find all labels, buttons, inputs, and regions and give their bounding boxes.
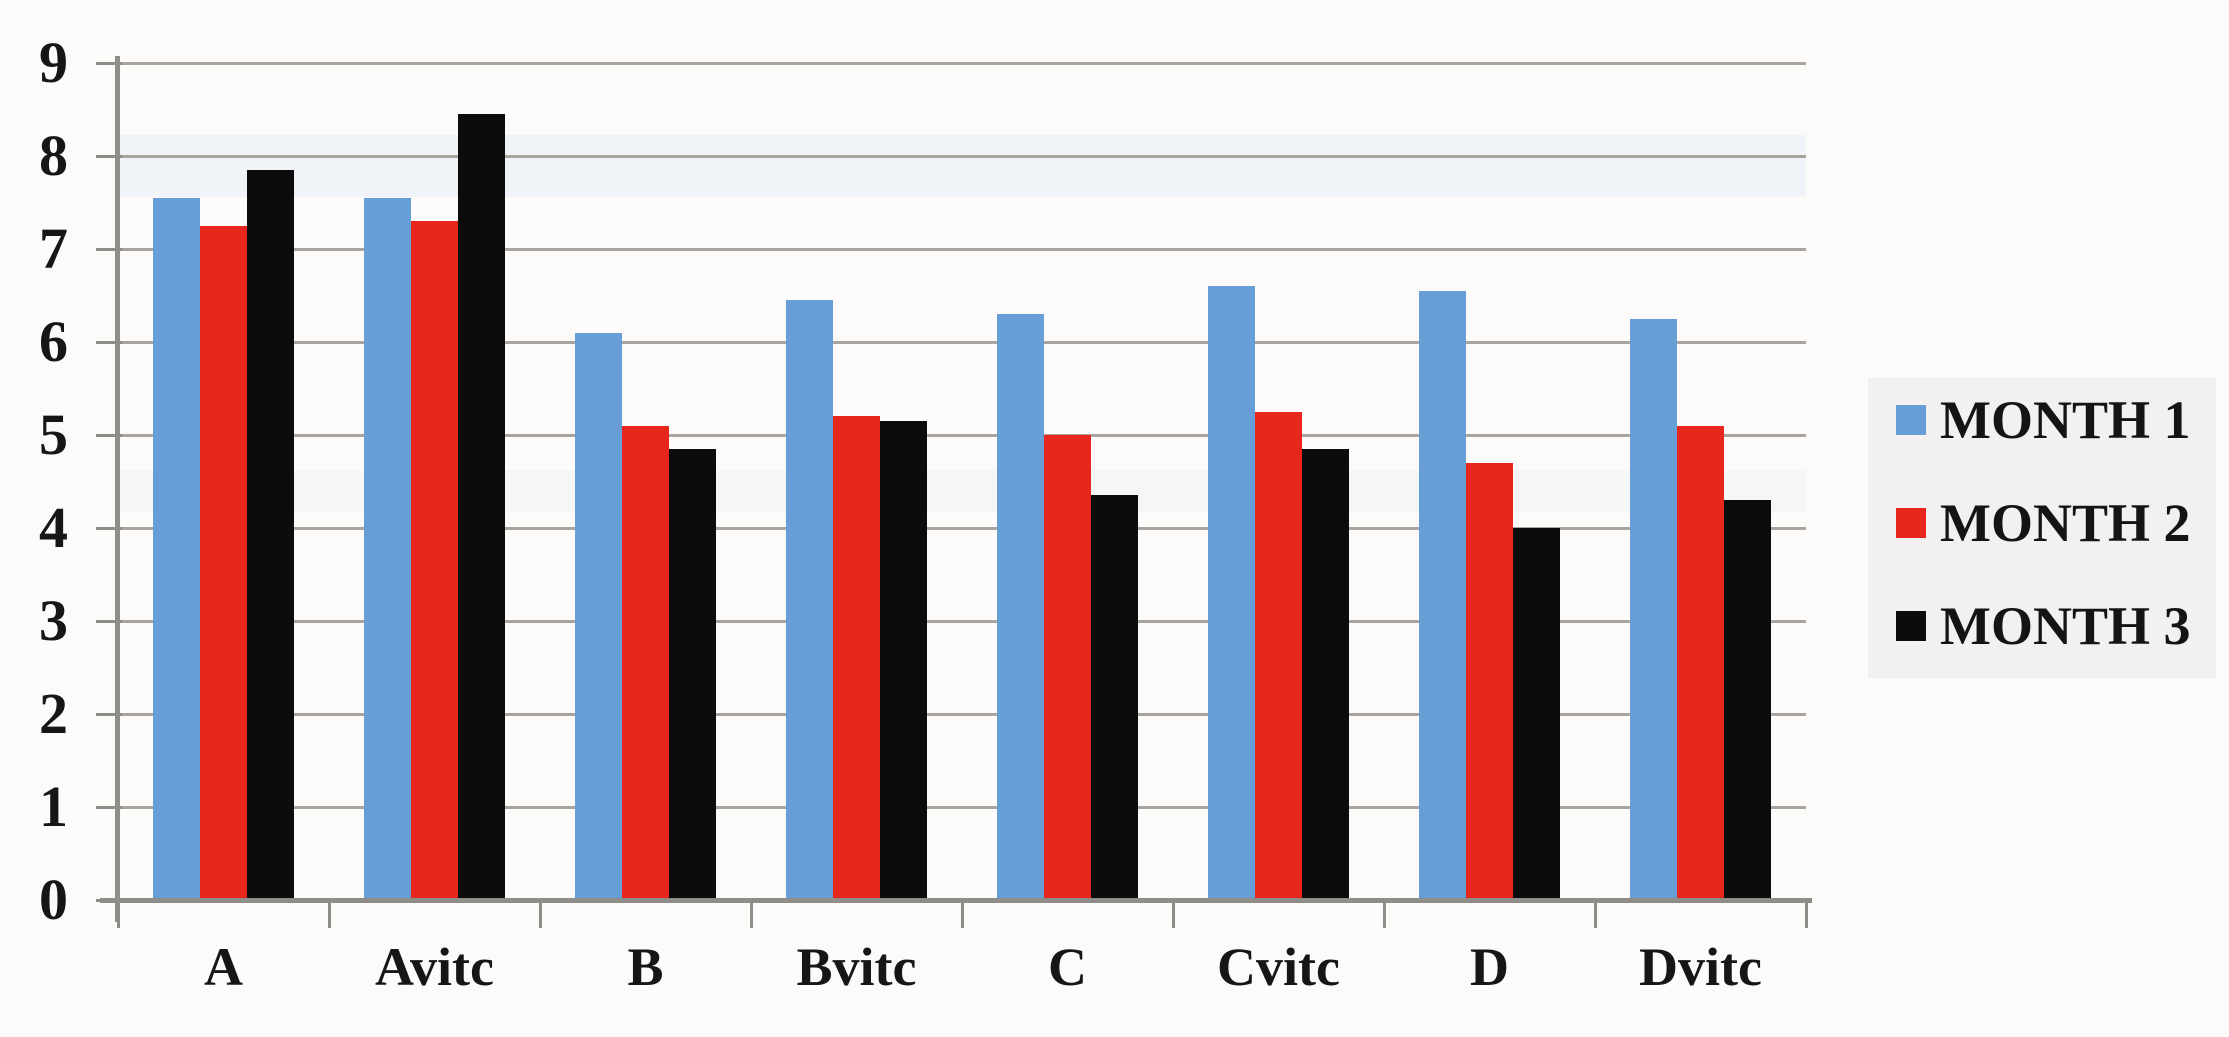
bar-dvitc-month-3 <box>1724 500 1771 900</box>
x-tick <box>961 900 964 928</box>
gridline <box>118 806 1806 809</box>
y-axis-label: 1 <box>39 774 68 839</box>
y-axis-label: 7 <box>39 216 68 281</box>
bar-avitc-month-3 <box>458 114 505 900</box>
scan-tint-band <box>118 135 1806 197</box>
y-axis-line <box>115 56 120 922</box>
legend-swatch-icon <box>1896 508 1926 538</box>
y-axis-label: 3 <box>39 588 68 653</box>
legend-label: MONTH 1 <box>1940 390 2191 450</box>
gridline <box>118 527 1806 530</box>
bar-c-month-3 <box>1091 495 1138 900</box>
bar-cvitc-month-2 <box>1255 412 1302 900</box>
legend-label: MONTH 2 <box>1940 493 2191 553</box>
gridline <box>118 248 1806 251</box>
x-tick <box>328 900 331 928</box>
bar-b-month-2 <box>622 426 669 900</box>
bar-bvitc-month-3 <box>880 421 927 900</box>
x-axis-label: A <box>204 937 243 997</box>
bar-a-month-3 <box>247 170 294 900</box>
bar-c-month-1 <box>997 314 1044 900</box>
x-tick <box>1594 900 1597 928</box>
x-tick <box>1172 900 1175 928</box>
bar-avitc-month-1 <box>364 198 411 900</box>
bar-a-month-2 <box>200 226 247 900</box>
y-axis-label: 0 <box>39 867 68 932</box>
bar-bvitc-month-2 <box>833 416 880 900</box>
y-tick <box>96 434 122 437</box>
bar-bvitc-month-1 <box>786 300 833 900</box>
bar-b-month-3 <box>669 449 716 900</box>
y-axis-label: 8 <box>39 123 68 188</box>
legend-label: MONTH 3 <box>1940 596 2191 656</box>
bar-cvitc-month-1 <box>1208 286 1255 900</box>
x-axis-label: Dvitc <box>1639 937 1762 997</box>
x-tick <box>117 900 120 928</box>
x-axis-label: Bvitc <box>796 937 917 997</box>
y-axis-label: 4 <box>39 495 68 560</box>
x-axis-label: Cvitc <box>1217 937 1340 997</box>
bar-dvitc-month-1 <box>1630 319 1677 900</box>
gridline <box>118 620 1806 623</box>
gridline <box>118 155 1806 158</box>
y-axis-label: 9 <box>39 30 68 95</box>
y-tick <box>96 527 122 530</box>
y-tick <box>96 155 122 158</box>
x-axis-label: C <box>1048 937 1087 997</box>
x-tick <box>1383 900 1386 928</box>
y-tick <box>96 806 122 809</box>
gridline <box>118 713 1806 716</box>
y-tick <box>96 62 122 65</box>
y-tick <box>96 620 122 623</box>
x-axis-line <box>100 898 1812 903</box>
bar-b-month-1 <box>575 333 622 900</box>
gridline <box>118 341 1806 344</box>
legend-swatch-icon <box>1896 405 1926 435</box>
y-tick <box>96 341 122 344</box>
y-tick <box>96 713 122 716</box>
x-axis-label: Avitc <box>375 937 494 997</box>
bar-cvitc-month-3 <box>1302 449 1349 900</box>
y-axis-label: 5 <box>39 402 68 467</box>
y-tick <box>96 899 122 902</box>
y-axis-label: 6 <box>39 309 68 374</box>
x-tick <box>539 900 542 928</box>
legend: MONTH 1 MONTH 2 MONTH 3 <box>1868 378 2216 678</box>
x-axis-label: B <box>627 937 664 997</box>
bar-avitc-month-2 <box>411 221 458 900</box>
legend-item-month-1: MONTH 1 <box>1896 390 2191 450</box>
gridline <box>118 434 1806 437</box>
legend-swatch-icon <box>1896 611 1926 641</box>
x-tick <box>750 900 753 928</box>
bar-d-month-2 <box>1466 463 1513 900</box>
bar-c-month-2 <box>1044 435 1091 900</box>
bar-d-month-3 <box>1513 528 1560 900</box>
x-axis-label: D <box>1470 937 1509 997</box>
y-tick <box>96 248 122 251</box>
bar-d-month-1 <box>1419 291 1466 900</box>
legend-item-month-3: MONTH 3 <box>1896 596 2191 656</box>
bar-a-month-1 <box>153 198 200 900</box>
x-tick <box>1805 900 1808 928</box>
gridline <box>118 62 1806 65</box>
bar-dvitc-month-2 <box>1677 426 1724 900</box>
y-axis-label: 2 <box>39 681 68 746</box>
legend-item-month-2: MONTH 2 <box>1896 493 2191 553</box>
